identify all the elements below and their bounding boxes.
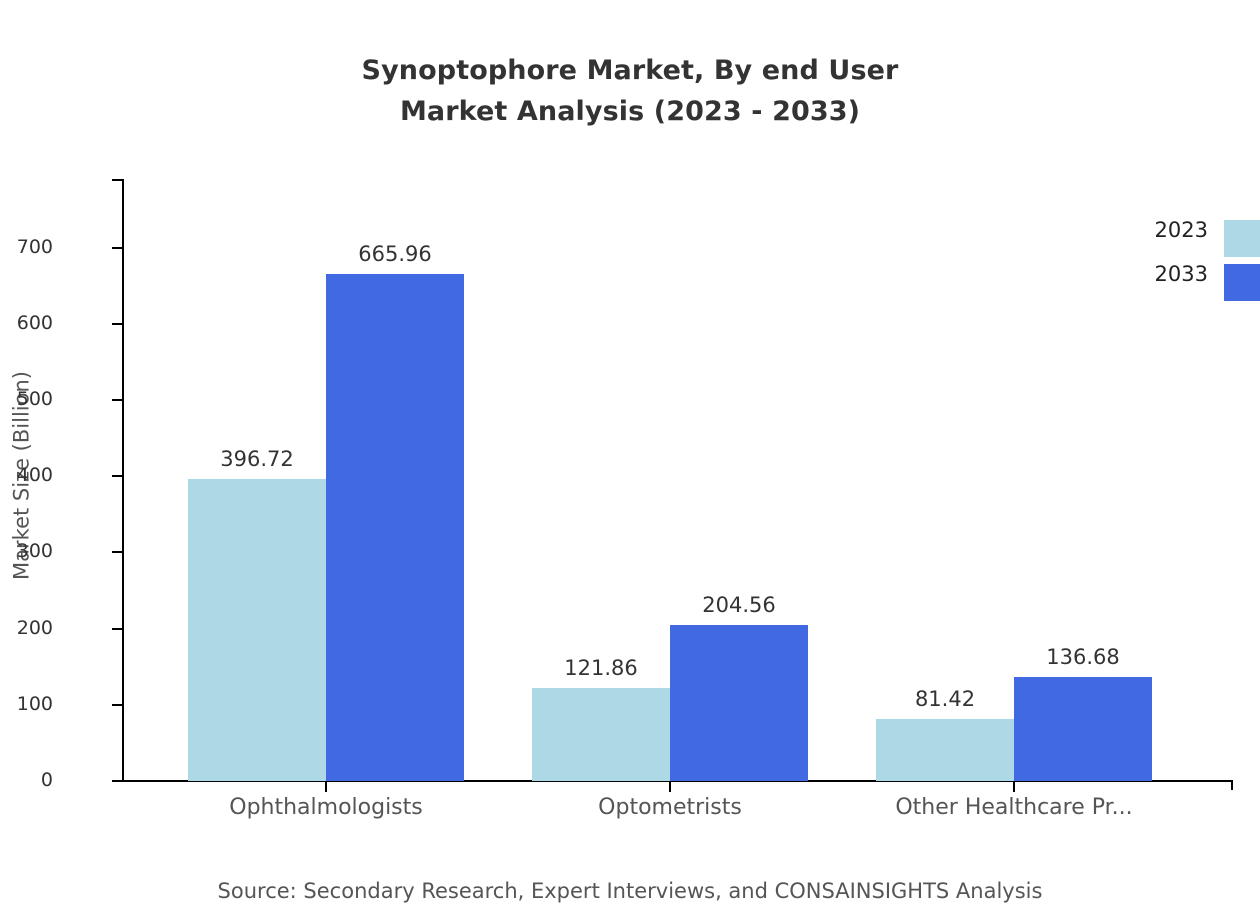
legend-label: 2033	[1154, 262, 1208, 286]
y-tick-mark	[112, 551, 122, 554]
bar-value-label: 396.72	[220, 446, 294, 471]
y-tick-label: 200	[16, 616, 53, 639]
bar-2023-3[interactable]	[876, 718, 1014, 781]
y-tick-mark	[112, 246, 122, 249]
y-axis-line	[122, 179, 124, 782]
y-tick-label: 700	[16, 235, 53, 258]
bar-value-label: 204.56	[702, 593, 776, 618]
legend-item-2033[interactable]: 2033	[1100, 258, 1260, 302]
bar-value-label: 136.68	[1046, 644, 1120, 669]
y-tick-mark	[112, 475, 122, 478]
x-tick-label: Optometrists	[598, 795, 742, 820]
x-axis-end-cap	[1231, 780, 1233, 790]
chart-title-line-1: Synoptophore Market, By end User	[361, 55, 899, 86]
y-axis-top-cap	[112, 179, 122, 181]
x-tick-mark	[325, 782, 327, 792]
x-axis-line	[122, 780, 1233, 782]
bar-2033-2[interactable]	[670, 625, 808, 781]
legend-label: 2023	[1154, 218, 1208, 242]
bar-value-label: 665.96	[358, 241, 432, 266]
bar-2033-1[interactable]	[326, 273, 464, 781]
legend-item-2023[interactable]: 2023	[1100, 214, 1260, 258]
chart-title-line-2: Market Analysis (2023 - 2033)	[399, 96, 861, 127]
y-tick-label: 0	[40, 769, 53, 791]
bar-value-label: 121.86	[564, 656, 638, 681]
y-tick-label: 600	[16, 311, 53, 334]
y-tick-mark	[112, 780, 122, 782]
y-tick-mark	[112, 627, 122, 630]
legend-swatch	[1224, 264, 1260, 301]
x-tick-label: Other Healthcare Pr...	[895, 795, 1133, 820]
x-tick-label: Ophthalmologists	[229, 795, 423, 820]
bar-2023-1[interactable]	[188, 478, 326, 781]
legend-swatch	[1224, 220, 1260, 257]
y-tick-label: 400	[16, 464, 53, 487]
chart-legend: 2023 2033	[1100, 214, 1260, 302]
x-tick-mark	[1013, 782, 1015, 792]
x-tick-mark	[669, 782, 671, 792]
bar-2033-3[interactable]	[1014, 676, 1152, 781]
y-tick-mark	[112, 398, 122, 401]
y-tick-mark	[112, 322, 122, 325]
source-note: Source: Secondary Research, Expert Inter…	[217, 879, 1043, 903]
bar-2023-2[interactable]	[532, 688, 670, 781]
y-tick-mark	[112, 703, 122, 706]
y-tick-label: 500	[16, 387, 53, 410]
y-tick-label: 300	[16, 540, 53, 563]
chart-title: Synoptophore Market, By end User Market …	[0, 50, 1260, 132]
y-tick-label: 100	[16, 692, 53, 715]
bar-value-label: 81.42	[914, 686, 976, 711]
